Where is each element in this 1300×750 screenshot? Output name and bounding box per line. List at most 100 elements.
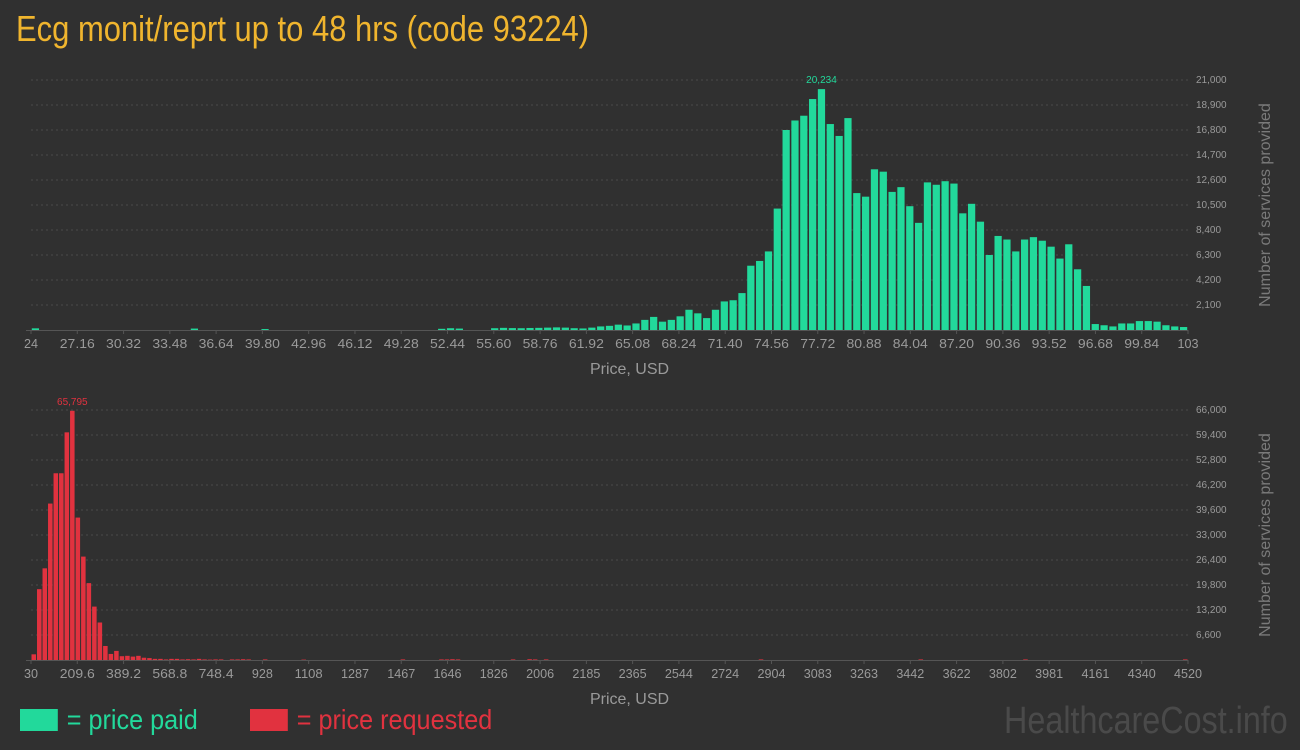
x-tick-label: 39.80	[245, 336, 280, 351]
bar	[152, 658, 158, 660]
x-tick-label: 36.64	[199, 336, 234, 351]
x-tick-label: 52.44	[430, 336, 465, 351]
bar	[1100, 325, 1108, 330]
x-tick-label: 3263	[850, 666, 878, 681]
bar	[31, 328, 40, 330]
bar	[92, 606, 97, 660]
bar	[191, 659, 196, 660]
bar	[532, 659, 538, 660]
bar	[446, 328, 455, 330]
bar	[202, 659, 207, 660]
bar	[703, 318, 711, 330]
bar	[906, 206, 914, 330]
bar	[773, 208, 781, 330]
bar	[650, 316, 658, 330]
peak-value-label: 20,234	[806, 75, 837, 86]
bar	[1003, 239, 1011, 330]
bar	[1073, 269, 1082, 330]
bar	[967, 203, 976, 330]
bar	[526, 327, 534, 330]
bar	[42, 568, 48, 660]
x-tick-label: 2544	[665, 666, 693, 681]
bar	[853, 193, 861, 330]
bar	[641, 319, 649, 330]
bar	[782, 130, 790, 330]
y-tick-label: 6,300	[1196, 250, 1221, 261]
x-tick-label: 2904	[757, 666, 785, 681]
bar	[597, 326, 605, 330]
bar	[605, 325, 614, 330]
bar	[950, 183, 958, 330]
bar	[579, 328, 587, 330]
bar	[1118, 323, 1126, 330]
peak-value-label: 65,795	[57, 397, 88, 408]
bar	[261, 329, 269, 330]
x-tick-label: 65.08	[615, 336, 650, 351]
x-tick-label: 71.40	[708, 336, 743, 351]
bar	[37, 589, 42, 660]
y-tick-label: 2,100	[1196, 300, 1221, 311]
bar	[623, 325, 631, 330]
bar	[508, 328, 516, 330]
bar	[147, 658, 152, 660]
bar	[1153, 321, 1161, 330]
bar	[180, 659, 185, 660]
bar	[791, 120, 799, 330]
y-tick-label: 33,000	[1196, 530, 1227, 541]
x-tick-label: 103	[1178, 336, 1199, 351]
bar	[163, 659, 169, 660]
bar	[1038, 240, 1046, 330]
bar	[694, 313, 702, 330]
bar	[246, 659, 251, 660]
x-tick-label: 30	[24, 666, 38, 681]
y-tick-label: 10,500	[1196, 200, 1227, 211]
bar	[1023, 659, 1028, 660]
bar	[1047, 246, 1055, 330]
bar	[711, 309, 720, 330]
y-axis-title: Number of services provided	[1257, 433, 1274, 637]
bar	[1091, 324, 1099, 330]
x-tick-label: 2185	[572, 666, 600, 681]
bar	[125, 655, 130, 660]
bar	[1082, 285, 1091, 330]
bar	[517, 328, 525, 330]
bar	[444, 659, 450, 660]
bar	[667, 319, 675, 330]
x-tick-label: 80.88	[847, 336, 882, 351]
x-tick-label: 96.68	[1078, 336, 1113, 351]
y-tick-label: 6,600	[1196, 630, 1221, 641]
bar	[870, 169, 879, 330]
bar	[53, 473, 59, 660]
bar	[190, 328, 199, 330]
bar	[185, 659, 191, 660]
bar	[86, 583, 92, 660]
x-tick-label: 2365	[619, 666, 647, 681]
bar	[491, 328, 499, 330]
x-tick-label: 90.36	[985, 336, 1020, 351]
x-tick-label: 2006	[526, 666, 554, 681]
bar	[59, 473, 64, 660]
bar	[588, 327, 596, 330]
bar	[218, 659, 224, 660]
bar	[400, 659, 406, 660]
bar	[923, 182, 932, 330]
bar	[614, 324, 622, 330]
bar	[64, 432, 70, 660]
x-tick-label: 4520	[1174, 666, 1202, 681]
x-tick-label: 3083	[804, 666, 832, 681]
legend-label-paid: = price paid	[66, 704, 198, 735]
legend-price-requested: = price requested	[250, 704, 492, 736]
legend-price-paid: = price paid	[20, 704, 198, 736]
x-tick-label: 77.72	[800, 336, 835, 351]
x-tick-label: 68.24	[661, 336, 696, 351]
x-tick-label: 93.52	[1032, 336, 1067, 351]
bar	[570, 328, 578, 330]
bar	[1179, 327, 1188, 330]
bar	[1126, 323, 1135, 330]
watermark: HealthcareCost.info	[1004, 700, 1288, 742]
bar	[826, 124, 834, 330]
x-axis-title: Price, USD	[590, 361, 669, 378]
bar	[439, 659, 444, 660]
bar	[844, 118, 852, 330]
